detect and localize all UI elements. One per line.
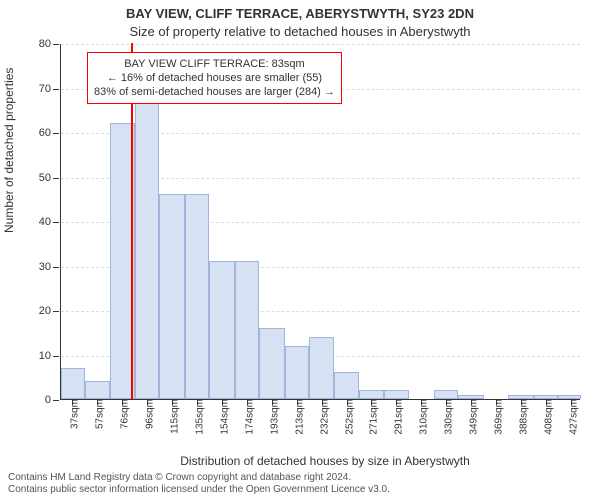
x-tick-label: 76sqm (114, 399, 131, 429)
gridline (61, 44, 580, 45)
x-tick-label: 271sqm (363, 399, 380, 435)
annotation-line-3: 83% of semi-detached houses are larger (… (94, 85, 335, 99)
x-tick-label: 154sqm (213, 399, 230, 435)
property-size-chart: BAY VIEW, CLIFF TERRACE, ABERYSTWYTH, SY… (0, 0, 600, 500)
annotation-line-2: ← 16% of detached houses are smaller (55… (94, 71, 335, 85)
x-tick-label: 57sqm (89, 399, 106, 429)
x-tick-label: 96sqm (139, 399, 156, 429)
x-tick-label: 213sqm (288, 399, 305, 435)
x-tick-label: 369sqm (488, 399, 505, 435)
histogram-bar (209, 261, 235, 399)
histogram-bar (61, 368, 85, 399)
x-tick-label: 291sqm (388, 399, 405, 435)
histogram-bar (85, 381, 109, 399)
y-tick-label: 10 (39, 350, 61, 362)
y-tick-label: 60 (39, 127, 61, 139)
x-tick-label: 193sqm (263, 399, 280, 435)
x-tick-label: 115sqm (164, 399, 181, 434)
histogram-bar (185, 194, 209, 399)
histogram-bar (135, 101, 159, 399)
x-tick-label: 174sqm (238, 399, 255, 435)
y-axis-label: Number of detached properties (2, 68, 16, 233)
x-tick-label: 232sqm (313, 399, 330, 435)
x-tick-label: 388sqm (512, 399, 529, 435)
histogram-bar (285, 346, 309, 399)
x-axis-label: Distribution of detached houses by size … (60, 454, 590, 468)
y-tick-label: 40 (39, 216, 61, 228)
x-tick-label: 135sqm (189, 399, 206, 435)
histogram-bar (259, 328, 285, 399)
y-tick-label: 30 (39, 261, 61, 273)
histogram-bar (235, 261, 259, 399)
annotation-box: BAY VIEW CLIFF TERRACE: 83sqm← 16% of de… (87, 52, 342, 104)
plot-area: 0102030405060708037sqm57sqm76sqm96sqm115… (60, 44, 580, 400)
chart-title-address: BAY VIEW, CLIFF TERRACE, ABERYSTWYTH, SY… (0, 6, 600, 21)
y-tick-label: 70 (39, 83, 61, 95)
x-tick-label: 310sqm (413, 399, 430, 435)
histogram-bar (159, 194, 185, 399)
histogram-bar (359, 390, 385, 399)
chart-subtitle: Size of property relative to detached ho… (0, 24, 600, 39)
x-tick-label: 349sqm (463, 399, 480, 435)
x-tick-label: 37sqm (64, 399, 81, 429)
footer-line-1: Contains HM Land Registry data © Crown c… (8, 472, 592, 484)
annotation-line-1: BAY VIEW CLIFF TERRACE: 83sqm (94, 57, 335, 71)
histogram-bar (309, 337, 335, 399)
y-tick-label: 50 (39, 172, 61, 184)
y-tick-label: 20 (39, 305, 61, 317)
histogram-bar (334, 372, 358, 399)
chart-footer: Contains HM Land Registry data © Crown c… (8, 472, 592, 496)
histogram-bar (384, 390, 408, 399)
x-tick-label: 427sqm (562, 399, 579, 435)
x-tick-label: 408sqm (537, 399, 554, 435)
histogram-bar (434, 390, 458, 399)
y-tick-label: 80 (39, 38, 61, 50)
y-tick-label: 0 (45, 394, 61, 406)
x-tick-label: 330sqm (438, 399, 455, 435)
footer-line-2: Contains public sector information licen… (8, 484, 592, 496)
x-tick-label: 252sqm (338, 399, 355, 435)
